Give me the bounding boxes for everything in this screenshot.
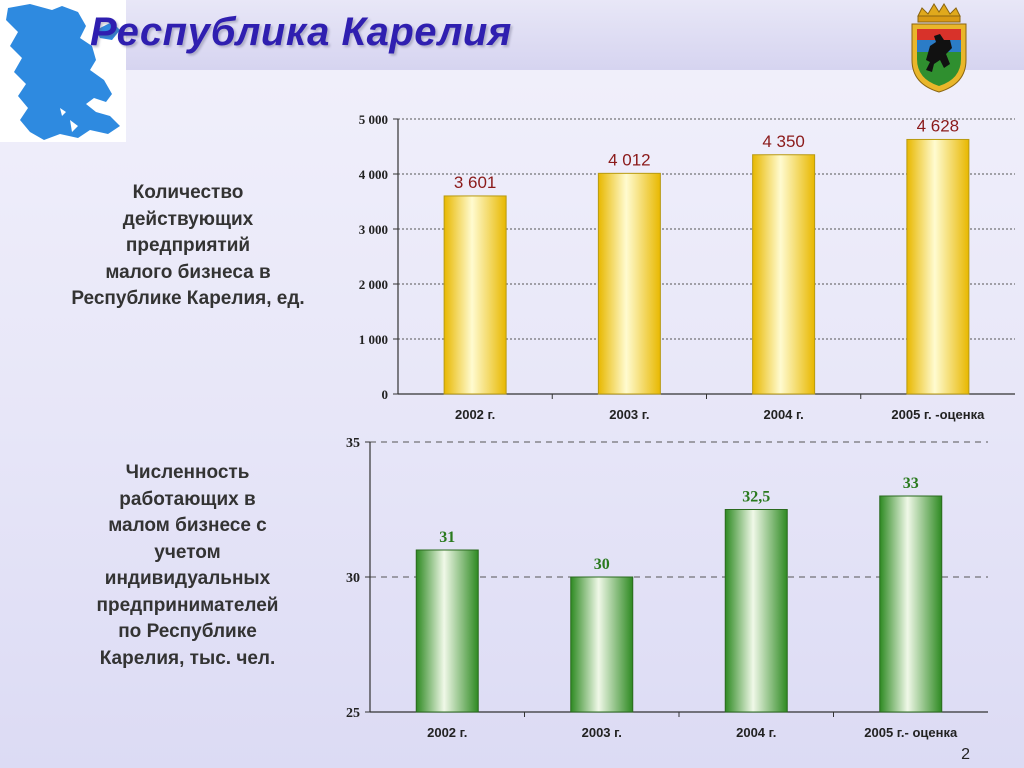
chart2-description-line: работающих в — [119, 488, 256, 510]
data-label: 4 628 — [917, 116, 960, 135]
x-tick-label: 2003 г. — [582, 725, 622, 740]
chart2-description: Численность работающих в малом бизнесе с уч… — [40, 460, 335, 672]
chart1-description-line: Республике Карелия, ед. — [71, 288, 305, 309]
data-label: 31 — [439, 529, 455, 546]
chart-enterprises: 0 1 000 2 000 3 000 4 000 5 000 3 601 2002 г. 4 … — [359, 112, 1015, 422]
bar — [570, 576, 634, 713]
page-title: Республика Карелия — [90, 10, 512, 54]
bar — [906, 138, 970, 395]
chart1-description: Количество действующих предприятий малого б… — [28, 180, 348, 313]
karelia-map-icon — [0, 0, 126, 142]
chart2-description-line: по Республике — [118, 621, 257, 642]
data-label: 4 012 — [608, 150, 651, 169]
chart1-description-line: Количество — [132, 182, 244, 203]
page-number: 2 — [961, 746, 970, 763]
y-tick-label: 0 — [382, 387, 389, 402]
bar — [752, 154, 816, 395]
chart2-description-line: учетом — [154, 541, 221, 563]
data-label: 30 — [594, 556, 610, 573]
chart1-description-line: действующих — [122, 208, 254, 230]
x-tick-label: 2003 г. — [609, 407, 649, 422]
bar — [879, 495, 943, 713]
x-tick-label: 2005 г. -оценка — [891, 407, 985, 422]
chart-employment: 25 30 35 31 2002 г. 30 2003 г. 32,5 2004 г. 33 200… — [346, 436, 988, 740]
data-label: 33 — [903, 475, 919, 492]
data-label: 4 350 — [762, 132, 805, 151]
chart2-description-line: Численность — [125, 462, 250, 483]
y-tick-label: 1 000 — [359, 332, 388, 347]
chart1-description-line: малого бизнеса в — [105, 261, 271, 283]
bar — [415, 549, 479, 713]
x-tick-label: 2004 г. — [736, 725, 776, 740]
data-label: 3 601 — [454, 173, 497, 192]
coat-of-arms-icon — [911, 3, 967, 93]
y-tick-label: 3 000 — [359, 222, 388, 237]
bar — [724, 509, 788, 713]
bar — [597, 172, 661, 395]
y-tick-label: 5 000 — [359, 112, 388, 127]
data-label: 32,5 — [742, 489, 770, 506]
chart2-description-line: Карелия, тыс. чел. — [99, 647, 276, 669]
y-tick-label: 30 — [346, 571, 360, 586]
chart2-description-line: малом бизнесе с — [108, 515, 267, 536]
y-tick-label: 25 — [346, 706, 360, 721]
bar — [443, 195, 507, 395]
x-tick-label: 2005 г.- оценка — [864, 725, 958, 740]
x-tick-label: 2004 г. — [763, 407, 803, 422]
chart1-description-line: предприятий — [125, 235, 251, 256]
y-tick-label: 35 — [346, 436, 360, 451]
title-bar — [0, 0, 1024, 70]
x-tick-label: 2002 г. — [455, 407, 495, 422]
x-tick-label: 2002 г. — [427, 725, 467, 740]
y-tick-label: 4 000 — [359, 167, 388, 182]
chart2-description-line: индивидуальных — [104, 568, 271, 589]
y-tick-label: 2 000 — [359, 277, 388, 292]
chart2-description-line: предпринимателей — [96, 594, 279, 616]
